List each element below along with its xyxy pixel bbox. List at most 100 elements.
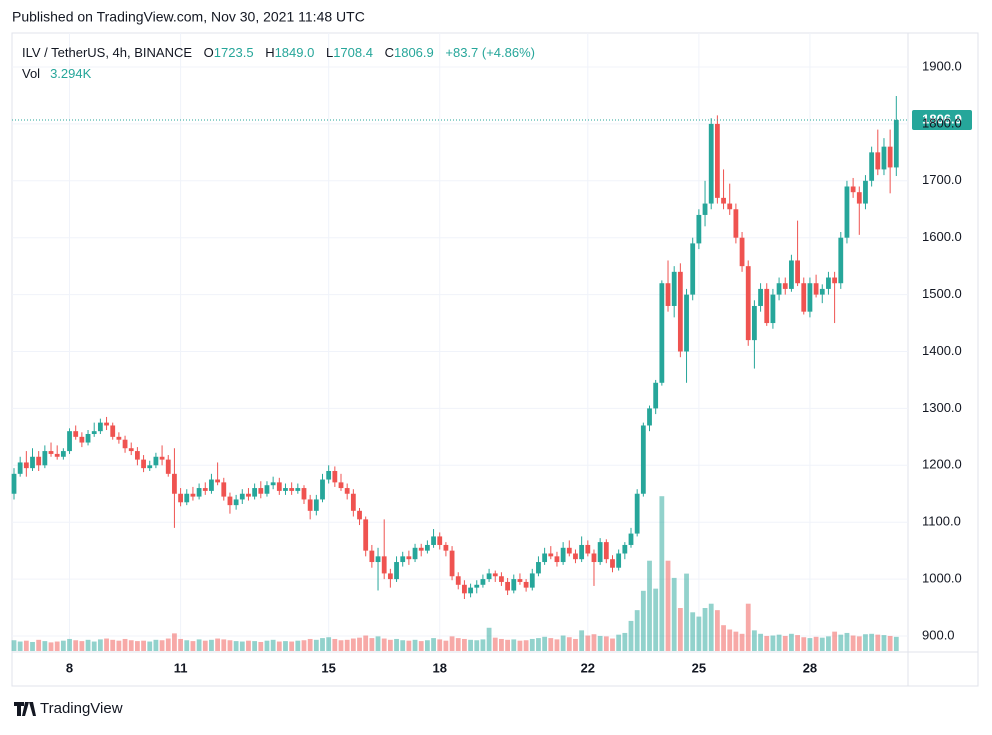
- volume-bar: [752, 630, 757, 651]
- volume-bar: [221, 639, 227, 651]
- volume-bar: [178, 638, 183, 651]
- volume-bar: [764, 635, 770, 651]
- y-tick-label: 900.0: [922, 627, 955, 642]
- candle-body: [721, 197, 726, 204]
- volume-bar: [172, 633, 177, 651]
- volume-bar: [394, 638, 399, 651]
- candle-body: [17, 462, 23, 474]
- candle-body: [357, 510, 362, 520]
- candle-body: [708, 123, 714, 204]
- volume-bar: [640, 590, 646, 651]
- candle-body: [690, 243, 696, 295]
- volume-bar: [579, 630, 585, 651]
- volume-bar: [517, 640, 523, 651]
- volume-bar: [721, 625, 726, 651]
- volume-bar: [196, 639, 202, 651]
- volume-bar: [369, 638, 375, 651]
- volume-bar: [135, 641, 140, 651]
- volume-bar: [733, 631, 739, 651]
- candle-body: [591, 553, 597, 563]
- volume-bar: [505, 639, 510, 651]
- volume-bar: [887, 635, 893, 651]
- volume-bar: [363, 635, 369, 651]
- volume-bar: [202, 640, 208, 651]
- candle-body: [610, 559, 615, 568]
- candle-body: [529, 573, 535, 588]
- volume-bar: [826, 636, 831, 651]
- candle-body: [252, 488, 258, 497]
- volume-bar: [301, 640, 307, 651]
- volume-bar: [91, 641, 97, 651]
- y-tick-label: 1100.0: [922, 514, 961, 529]
- volume-bar: [85, 639, 91, 651]
- candle-body: [437, 536, 443, 545]
- candle-body: [178, 493, 183, 503]
- volume-bar: [11, 640, 17, 651]
- volume-bar: [326, 637, 332, 651]
- candle-body: [60, 451, 66, 457]
- volume-bar: [603, 636, 609, 651]
- y-tick-label: 1400.0: [922, 343, 962, 358]
- x-tick-label: 11: [174, 660, 188, 675]
- volume-bar: [437, 639, 443, 651]
- volume-bar: [431, 638, 436, 651]
- x-tick-label: 8: [66, 660, 73, 675]
- volume-bar: [548, 638, 554, 651]
- volume-bar: [23, 640, 29, 651]
- candle-body: [104, 422, 109, 426]
- candle-body: [196, 488, 202, 497]
- volume-bar: [573, 638, 578, 651]
- volume-bar: [499, 638, 504, 651]
- volume-bar: [819, 637, 825, 651]
- candle-body: [727, 203, 733, 210]
- candle-body: [91, 431, 97, 435]
- volume-bar: [387, 639, 393, 651]
- volume-bar: [252, 641, 258, 651]
- footer: TradingView: [40, 700, 123, 717]
- volume-bar: [307, 638, 313, 651]
- price-tag: [912, 109, 972, 130]
- volume-bar: [807, 638, 813, 651]
- candle-body: [209, 479, 214, 491]
- candle-body: [239, 493, 245, 500]
- volume-bar: [184, 640, 190, 651]
- candle-body: [789, 260, 794, 289]
- volume-bar: [647, 560, 652, 651]
- volume-bar: [468, 639, 473, 651]
- volume-bar: [276, 641, 282, 651]
- candle-body: [135, 451, 140, 460]
- candle-body: [215, 479, 221, 483]
- y-tick-label: 1800.0: [922, 115, 962, 130]
- candle-body: [468, 587, 473, 594]
- volume-bar: [789, 633, 794, 651]
- candle-body: [42, 451, 48, 466]
- volume-bar: [227, 640, 233, 651]
- candle-body: [863, 180, 868, 204]
- volume-bar: [474, 640, 480, 651]
- candle-body: [542, 553, 548, 563]
- candle-body: [159, 456, 165, 460]
- candle-body: [745, 266, 751, 341]
- volume-bar: [727, 629, 733, 651]
- volume-bar: [270, 639, 276, 651]
- candle-body: [301, 488, 307, 500]
- candle-body: [795, 260, 800, 284]
- volume-bar: [739, 633, 745, 651]
- volume-bar: [375, 636, 381, 651]
- candle-body: [455, 576, 461, 585]
- candle-body: [387, 573, 393, 580]
- volume-bar: [542, 636, 548, 651]
- candle-body: [677, 271, 683, 352]
- volume-bar: [264, 640, 270, 651]
- candle-body: [30, 456, 35, 469]
- volume-bar: [634, 610, 640, 651]
- volume-bar: [60, 640, 66, 651]
- volume-bar: [832, 631, 838, 651]
- candle-body: [233, 499, 239, 506]
- candle-body: [332, 470, 338, 483]
- volume-bar: [73, 640, 79, 651]
- candle-body: [752, 305, 757, 341]
- candle-body: [424, 544, 430, 551]
- volume-bar: [696, 616, 702, 651]
- candle-body: [320, 479, 325, 500]
